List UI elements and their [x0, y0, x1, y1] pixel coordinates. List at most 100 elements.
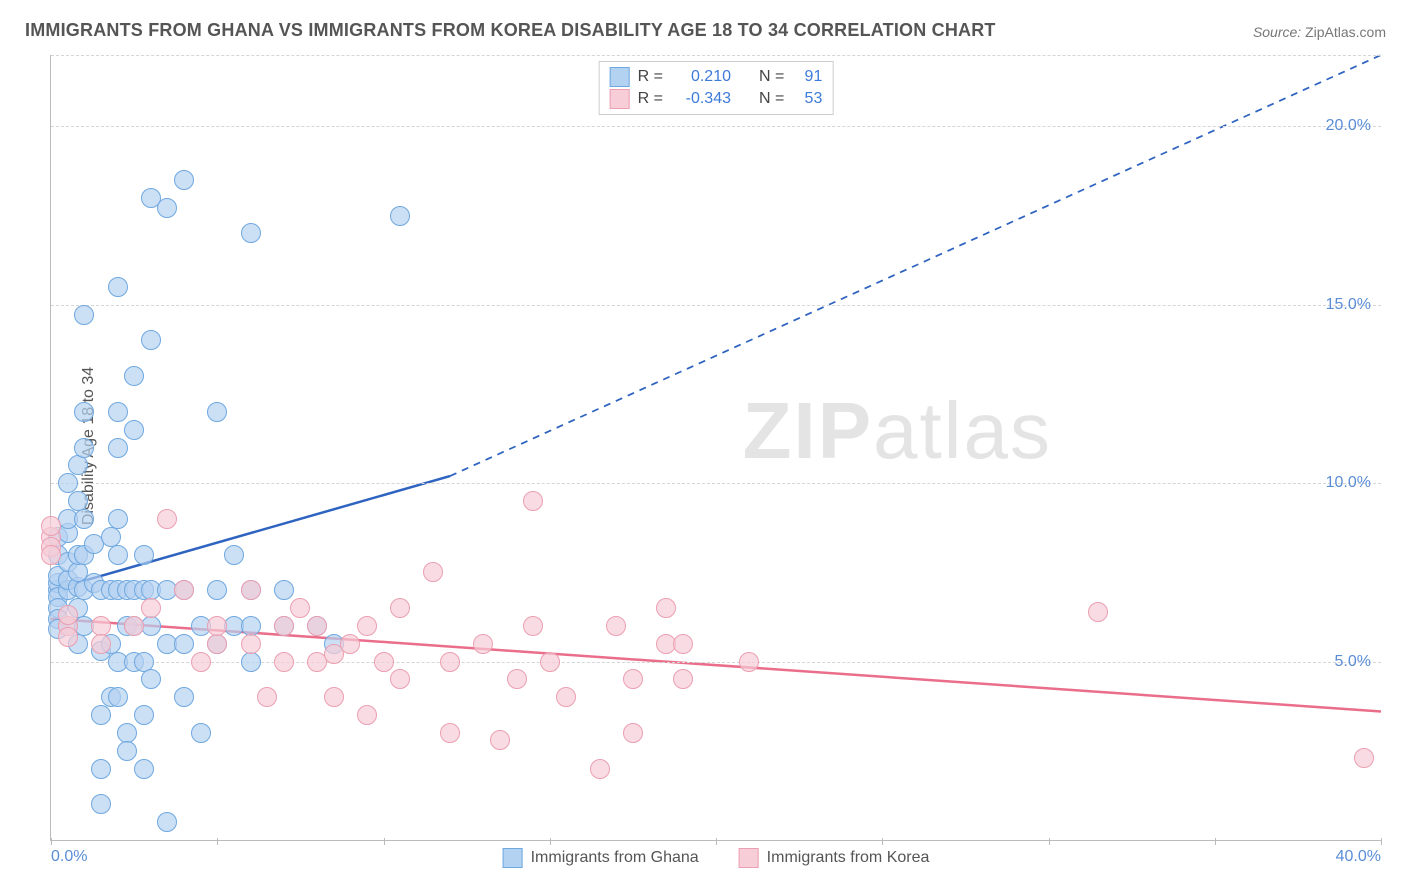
data-point-korea: [1088, 602, 1108, 622]
data-point-korea: [390, 669, 410, 689]
source-label: Source:: [1253, 24, 1301, 40]
data-point-korea: [241, 634, 261, 654]
data-point-korea: [41, 516, 61, 536]
data-point-korea: [207, 634, 227, 654]
data-point-ghana: [141, 330, 161, 350]
data-point-ghana: [108, 277, 128, 297]
data-point-ghana: [91, 705, 111, 725]
data-point-korea: [191, 652, 211, 672]
gridline-h: [51, 483, 1381, 484]
source-attribution: Source: ZipAtlas.com: [1253, 24, 1386, 40]
data-point-ghana: [74, 402, 94, 422]
data-point-korea: [656, 598, 676, 618]
data-point-ghana: [74, 305, 94, 325]
legend-item-ghana: Immigrants from Ghana: [503, 848, 699, 868]
chart-title: IMMIGRANTS FROM GHANA VS IMMIGRANTS FROM…: [25, 20, 996, 41]
x-tick-mark: [384, 838, 385, 845]
data-point-korea: [374, 652, 394, 672]
gridline-h: [51, 305, 1381, 306]
data-point-korea: [623, 723, 643, 743]
data-point-korea: [58, 627, 78, 647]
data-point-korea: [590, 759, 610, 779]
n-value: 91: [792, 66, 822, 88]
data-point-korea: [623, 669, 643, 689]
plot-area: ZIPatlas R =0.210N =91R =-0.343N =53 Imm…: [50, 55, 1381, 841]
source-value: ZipAtlas.com: [1305, 24, 1386, 40]
gridline-h: [51, 126, 1381, 127]
data-point-ghana: [157, 198, 177, 218]
trend-lines-svg: [51, 55, 1381, 840]
data-point-korea: [507, 669, 527, 689]
data-point-ghana: [74, 509, 94, 529]
trend-line-ext-ghana: [450, 55, 1381, 476]
data-point-korea: [556, 687, 576, 707]
legend-label: Immigrants from Korea: [767, 849, 930, 867]
data-point-korea: [673, 669, 693, 689]
data-point-ghana: [134, 545, 154, 565]
legend-item-korea: Immigrants from Korea: [739, 848, 930, 868]
x-tick-mark: [550, 838, 551, 845]
data-point-korea: [141, 598, 161, 618]
data-point-korea: [606, 616, 626, 636]
data-point-ghana: [134, 759, 154, 779]
data-point-korea: [174, 580, 194, 600]
x-tick-mark: [716, 838, 717, 845]
n-value: 53: [792, 88, 822, 110]
data-point-ghana: [134, 705, 154, 725]
y-tick-label: 5.0%: [1335, 653, 1371, 671]
data-point-korea: [157, 509, 177, 529]
x-tick-mark: [1381, 838, 1382, 845]
x-tick-label: 40.0%: [1336, 848, 1381, 866]
stat-row-ghana: R =0.210N =91: [610, 66, 823, 88]
data-point-ghana: [274, 580, 294, 600]
data-point-korea: [307, 616, 327, 636]
data-point-ghana: [207, 580, 227, 600]
data-point-ghana: [68, 455, 88, 475]
legend-label: Immigrants from Ghana: [531, 849, 699, 867]
y-tick-label: 10.0%: [1326, 474, 1371, 492]
data-point-ghana: [58, 473, 78, 493]
data-point-korea: [490, 730, 510, 750]
data-point-korea: [58, 605, 78, 625]
data-point-ghana: [174, 170, 194, 190]
r-value: -0.343: [671, 88, 731, 110]
r-label: R =: [638, 88, 663, 110]
data-point-ghana: [141, 669, 161, 689]
x-tick-mark: [882, 838, 883, 845]
data-point-korea: [440, 723, 460, 743]
data-point-korea: [739, 652, 759, 672]
data-point-korea: [91, 634, 111, 654]
stat-row-korea: R = -0.343 N = 53: [610, 88, 823, 110]
data-point-ghana: [241, 652, 261, 672]
data-point-korea: [357, 705, 377, 725]
data-point-ghana: [74, 438, 94, 458]
x-tick-mark: [217, 838, 218, 845]
data-point-ghana: [207, 402, 227, 422]
data-point-korea: [207, 616, 227, 636]
data-point-korea: [274, 616, 294, 636]
y-tick-label: 20.0%: [1326, 117, 1371, 135]
data-point-korea: [274, 652, 294, 672]
data-point-ghana: [91, 794, 111, 814]
swatch-ghana: [503, 848, 523, 868]
data-point-korea: [473, 634, 493, 654]
data-point-korea: [324, 687, 344, 707]
data-point-korea: [523, 616, 543, 636]
data-point-korea: [523, 491, 543, 511]
swatch-korea: [739, 848, 759, 868]
data-point-ghana: [108, 545, 128, 565]
data-point-korea: [124, 616, 144, 636]
data-point-ghana: [390, 206, 410, 226]
data-point-korea: [357, 616, 377, 636]
data-point-ghana: [124, 420, 144, 440]
data-point-korea: [390, 598, 410, 618]
swatch-ghana: [610, 67, 630, 87]
data-point-ghana: [108, 509, 128, 529]
n-label: N =: [759, 88, 784, 110]
x-tick-mark: [1049, 838, 1050, 845]
n-label: N =: [759, 66, 784, 88]
data-point-ghana: [174, 634, 194, 654]
x-tick-mark: [51, 838, 52, 845]
data-point-korea: [257, 687, 277, 707]
data-point-ghana: [108, 402, 128, 422]
